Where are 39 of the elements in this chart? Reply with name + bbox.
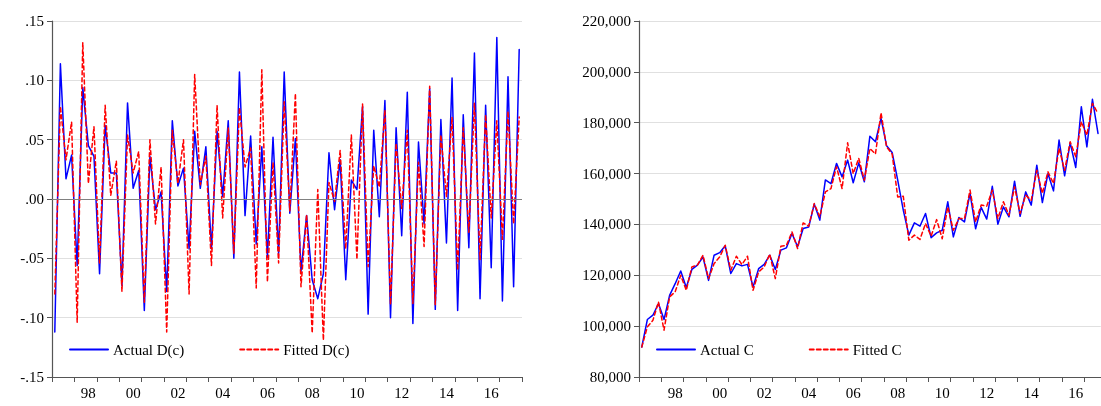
legend-label: Actual C	[700, 341, 754, 358]
x-tick-label: 98	[667, 384, 683, 401]
x-tick-label: 16	[483, 384, 500, 401]
x-tick-label: 06	[259, 384, 276, 401]
x-tick-label: 10	[349, 384, 365, 401]
legend-label: Actual D(c)	[113, 341, 185, 359]
y-tick-label: 140,000	[582, 216, 631, 233]
y-tick-label: 160,000	[582, 165, 631, 182]
x-tick-label: 00	[125, 384, 141, 401]
y-tick-label: -.15	[20, 369, 44, 385]
x-tick-label: 02	[756, 384, 772, 401]
x-tick-label: 08	[890, 384, 906, 401]
y-tick-label: .05	[25, 131, 44, 148]
y-tick-label: .00	[25, 191, 44, 207]
legend-label: Fitted D(c)	[283, 341, 350, 359]
x-tick-label: 06	[845, 384, 862, 401]
y-tick-label: 180,000	[582, 114, 631, 131]
x-tick-label: 14	[438, 384, 455, 401]
x-tick-label: 98	[80, 384, 96, 401]
y-tick-label: .10	[25, 72, 44, 89]
x-tick-label: 14	[1023, 384, 1040, 401]
x-tick-label: 12	[394, 384, 410, 401]
y-tick-label: .15	[25, 13, 44, 29]
y-tick-label: 120,000	[582, 267, 631, 284]
x-tick-label: 00	[712, 384, 728, 401]
y-tick-label: -.10	[20, 309, 44, 326]
x-tick-label: 04	[215, 384, 231, 401]
y-tick-label: 100,000	[582, 318, 631, 335]
x-tick-label: 10	[934, 384, 950, 401]
y-tick-label: 200,000	[582, 63, 631, 80]
x-tick-label: 02	[170, 384, 186, 401]
x-tick-label: 08	[304, 384, 320, 401]
legend-label: Fitted C	[852, 341, 902, 358]
y-tick-label: 220,000	[582, 13, 631, 29]
x-tick-label: 04	[801, 384, 817, 401]
x-tick-label: 12	[979, 384, 995, 401]
y-tick-label: -.05	[20, 250, 44, 267]
y-tick-label: 80,000	[589, 369, 631, 385]
x-tick-label: 16	[1068, 384, 1084, 401]
